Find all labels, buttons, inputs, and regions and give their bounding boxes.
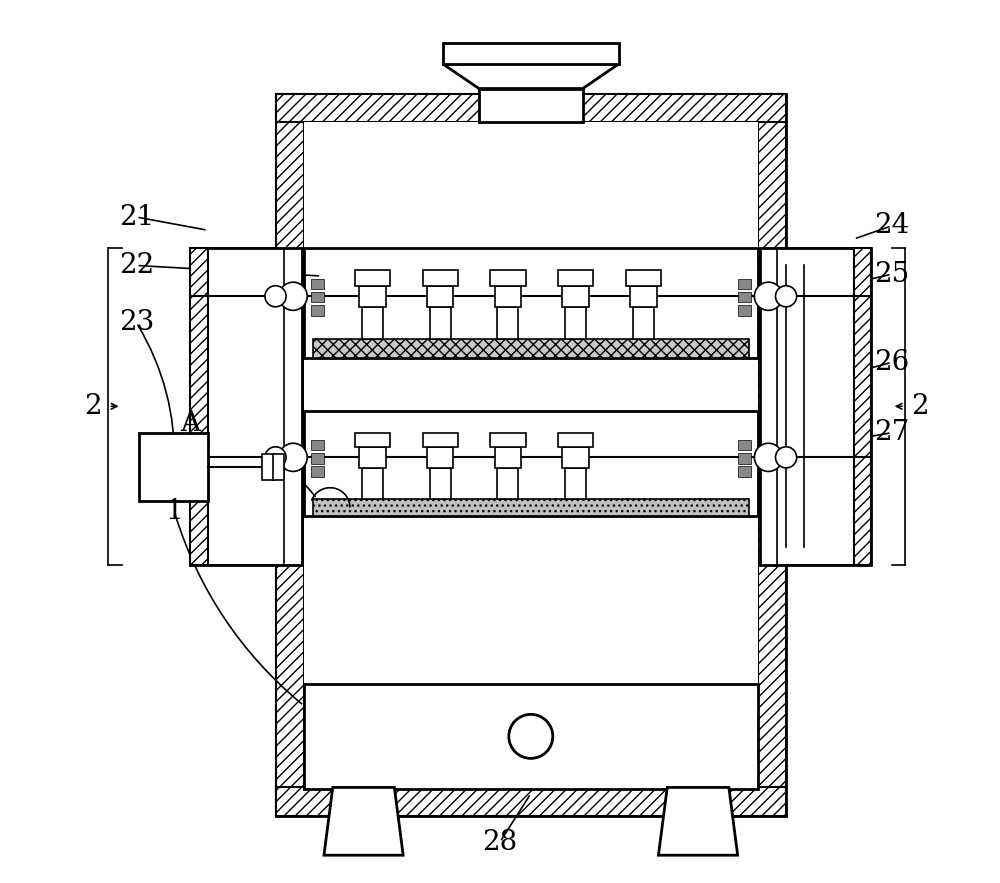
Bar <box>313 338 749 358</box>
Bar <box>626 270 661 286</box>
Bar <box>304 248 758 358</box>
Bar <box>423 270 458 286</box>
Text: 26: 26 <box>874 349 909 376</box>
Bar <box>273 454 284 480</box>
Bar <box>304 122 758 788</box>
Bar <box>479 88 583 122</box>
Bar <box>311 466 324 477</box>
Bar <box>430 468 451 499</box>
Circle shape <box>265 286 286 306</box>
Bar <box>738 453 751 464</box>
Bar <box>262 454 274 480</box>
Text: 23: 23 <box>119 309 154 336</box>
Text: 24: 24 <box>874 212 909 239</box>
Bar <box>276 94 304 816</box>
Text: 2: 2 <box>911 393 929 419</box>
Text: 2: 2 <box>85 393 102 419</box>
Bar <box>738 292 751 302</box>
Bar <box>497 468 518 499</box>
Bar <box>304 683 758 789</box>
Bar <box>738 305 751 315</box>
Bar <box>427 447 453 468</box>
Bar <box>738 466 751 477</box>
Bar <box>276 94 786 816</box>
Bar <box>311 453 324 464</box>
Text: 22: 22 <box>119 252 154 279</box>
Polygon shape <box>658 788 738 856</box>
Bar <box>139 433 208 502</box>
Bar <box>190 248 208 565</box>
Polygon shape <box>443 64 619 88</box>
Circle shape <box>279 443 307 472</box>
Bar <box>562 286 589 306</box>
Bar <box>738 440 751 450</box>
Bar <box>359 447 386 468</box>
Bar <box>738 279 751 290</box>
Bar <box>565 468 586 499</box>
Bar <box>854 248 871 565</box>
Bar <box>311 440 324 450</box>
Circle shape <box>754 283 783 310</box>
Bar <box>490 270 526 286</box>
Bar <box>359 286 386 306</box>
Circle shape <box>279 283 307 310</box>
Bar <box>633 306 654 338</box>
Bar <box>355 270 390 286</box>
Bar <box>562 447 589 468</box>
Bar <box>558 433 593 447</box>
Bar <box>630 286 657 306</box>
Bar <box>311 279 324 290</box>
Bar <box>304 411 758 517</box>
Bar <box>495 286 521 306</box>
Bar <box>311 305 324 315</box>
Bar <box>311 292 324 302</box>
Bar <box>430 306 451 338</box>
Text: 21: 21 <box>119 204 154 230</box>
Bar <box>758 94 786 816</box>
Bar <box>355 433 390 447</box>
Bar <box>443 43 619 64</box>
Bar <box>565 306 586 338</box>
Text: 27: 27 <box>874 419 909 446</box>
Text: 25: 25 <box>874 260 909 288</box>
Text: A: A <box>180 411 200 437</box>
Bar <box>423 433 458 447</box>
Bar <box>558 270 593 286</box>
Circle shape <box>776 447 797 468</box>
Circle shape <box>265 447 286 468</box>
Bar <box>497 306 518 338</box>
Text: 28: 28 <box>482 828 518 856</box>
Bar <box>276 788 786 816</box>
Bar <box>427 286 453 306</box>
Bar <box>495 447 521 468</box>
Text: 1: 1 <box>165 498 183 525</box>
Polygon shape <box>324 788 403 856</box>
Bar <box>190 248 302 565</box>
Circle shape <box>509 714 553 758</box>
Circle shape <box>776 286 797 306</box>
Bar <box>362 306 383 338</box>
Bar <box>760 248 871 565</box>
Circle shape <box>754 443 783 472</box>
Bar <box>490 433 526 447</box>
Bar <box>362 468 383 499</box>
Bar <box>313 499 749 517</box>
Bar <box>276 94 786 122</box>
